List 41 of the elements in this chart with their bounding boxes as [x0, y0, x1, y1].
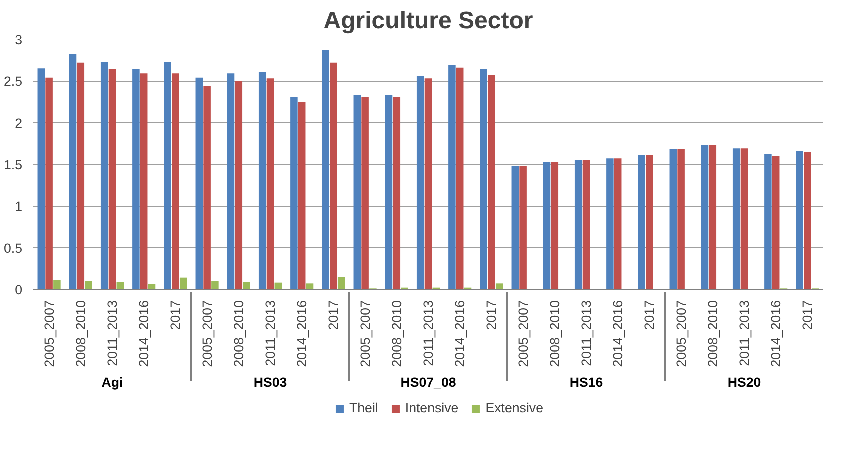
- y-tick-label: 1.5: [4, 158, 23, 172]
- x-tick-label: 2017: [168, 300, 184, 330]
- x-tick-label: 2005_2007: [42, 300, 57, 368]
- text: Agi: [102, 375, 124, 390]
- x-tick-label: 2008_2010: [705, 300, 720, 368]
- x-tick-label: 2011_2013: [263, 300, 278, 366]
- text: HS07_08: [400, 375, 456, 390]
- x-tick-label: 2014_2016: [452, 300, 468, 368]
- chart-title: Agriculture Sector: [324, 8, 534, 34]
- x-tick-label: 2014_2016: [294, 300, 310, 368]
- y-tick-label: 2: [15, 116, 23, 131]
- x-tick-label: 2014_2016: [136, 300, 152, 368]
- x-tick-label: 2014_2016: [768, 300, 784, 368]
- x-tick-label: 2017: [326, 300, 342, 330]
- x-tick-label: 2008_2010: [389, 300, 404, 368]
- x-tick-label: 2011_2013: [105, 300, 120, 366]
- x-tick-label: 2008_2010: [547, 300, 562, 368]
- x-tick-label: 2011_2013: [579, 300, 594, 366]
- x-tick-label: 2017: [642, 300, 658, 330]
- x-tick-label: 2008_2010: [231, 300, 246, 368]
- x-tick-label: 2014_2016: [610, 300, 626, 368]
- y-tick-label: 1: [15, 199, 23, 214]
- x-tick-label: 2017: [484, 300, 500, 330]
- y-tick-label: 0.5: [4, 240, 23, 256]
- text: HS03: [254, 375, 288, 390]
- legend-label: Theil: [349, 400, 378, 416]
- y-tick-label: 3: [15, 32, 23, 48]
- x-tick-label: 2005_2007: [358, 300, 373, 368]
- x-tick-label: 2017: [800, 300, 816, 330]
- legend-label: Extensive: [486, 400, 544, 416]
- x-tick-label: 2008_2010: [73, 300, 88, 368]
- legend-label: Intensive: [405, 400, 459, 416]
- y-tick-label: 0: [15, 282, 23, 298]
- x-tick-label: 2005_2007: [674, 300, 689, 368]
- y-tick-label: 2.5: [4, 74, 23, 90]
- x-tick-label: 2005_2007: [516, 300, 531, 368]
- x-tick-label: 2005_2007: [200, 300, 215, 368]
- text: HS20: [728, 375, 762, 390]
- x-tick-label: 2011_2013: [737, 300, 752, 366]
- text: HS16: [570, 375, 604, 390]
- x-tick-label: 2011_2013: [421, 300, 436, 366]
